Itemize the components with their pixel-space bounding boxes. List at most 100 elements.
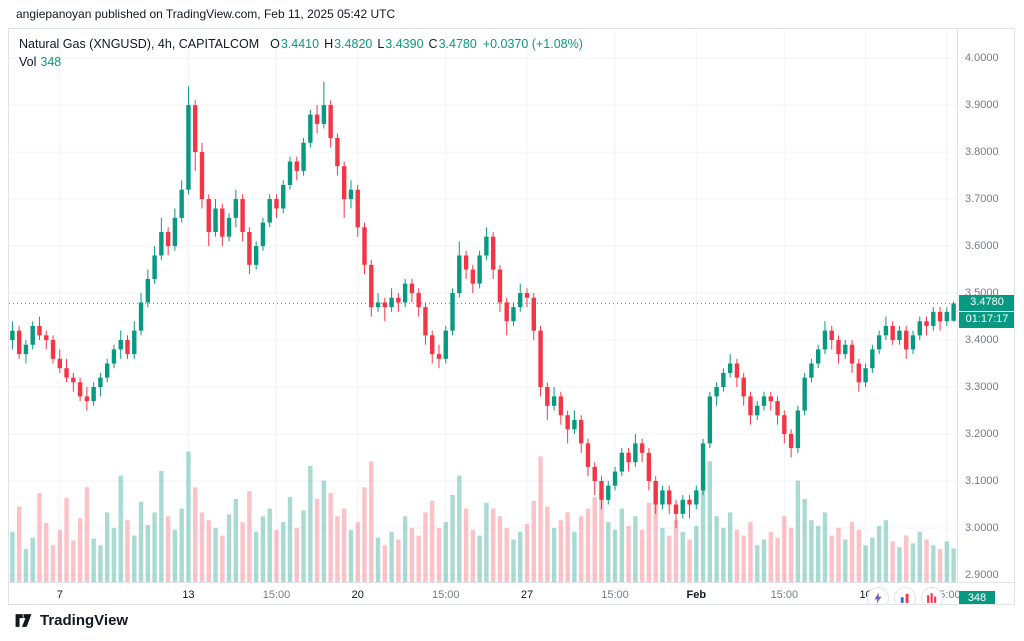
candle (484, 227, 489, 261)
volume-bar (876, 525, 882, 582)
candle (836, 335, 841, 364)
candle (91, 382, 96, 406)
candle (815, 344, 821, 369)
candle (551, 387, 557, 411)
volume-bar (71, 540, 76, 582)
symbol-title[interactable]: Natural Gas (XNGUSD), 4h, CAPITALCOM (19, 37, 260, 51)
candle (111, 344, 117, 369)
volume-bar (199, 512, 205, 582)
volume-bar (890, 541, 895, 582)
volume-bar (172, 529, 178, 582)
candle (98, 372, 103, 397)
price-axis-label: 3.4000 (965, 334, 999, 347)
candle (64, 358, 69, 383)
volume-bar (301, 510, 306, 582)
volume-bar (44, 523, 49, 582)
candle (612, 466, 618, 491)
volume-bar (904, 535, 909, 582)
volume-bar (416, 535, 421, 582)
volume-bar (592, 496, 597, 582)
volume-bar (484, 502, 489, 582)
candle (531, 293, 536, 341)
candle (375, 293, 381, 312)
price-axis-label: 3.0000 (965, 521, 999, 534)
candle (341, 161, 347, 218)
footer-brand[interactable]: TradingView (14, 611, 128, 630)
candle (44, 330, 49, 350)
boost-lightning-icon[interactable] (867, 587, 889, 604)
volume-bar (931, 545, 936, 582)
volume-bar (815, 525, 821, 582)
candle (10, 321, 15, 350)
volume-bar (314, 498, 320, 582)
candle (707, 391, 713, 449)
volume-bar (727, 512, 733, 582)
volume-bar (274, 529, 279, 582)
last-price-value: 3.4780 (959, 295, 1014, 312)
chart-bars-blue-red-icon[interactable] (894, 587, 916, 604)
volume-bar (247, 491, 252, 582)
volume-bar (50, 545, 56, 582)
candle (57, 349, 62, 373)
volume-bar (937, 549, 943, 582)
price-chart-svg[interactable] (9, 29, 957, 582)
candle (132, 321, 137, 359)
time-axis-label: 15:00 (431, 589, 460, 601)
candle (518, 283, 523, 312)
candle (470, 264, 476, 294)
chart-bars-red-icon[interactable] (921, 587, 943, 604)
candle (795, 405, 801, 453)
volume-bar (653, 489, 658, 582)
volume-bar (822, 512, 828, 582)
candle (281, 180, 286, 214)
candle (172, 208, 178, 251)
volume-bar (213, 527, 218, 582)
candle (572, 410, 577, 435)
volume-bar (402, 516, 408, 582)
volume-bar (897, 547, 902, 582)
volume-bar (951, 548, 956, 582)
candle (396, 293, 401, 312)
candle (809, 358, 814, 383)
candle (619, 448, 625, 477)
chart-legend: Natural Gas (XNGUSD), 4h, CAPITALCOM O3.4… (19, 37, 583, 51)
volume-bar (240, 522, 245, 582)
candle (355, 184, 360, 237)
candle (463, 250, 469, 279)
volume-bar (389, 531, 394, 582)
candle (152, 246, 157, 284)
last-price-badge: 3.4780 01:17:17 (959, 295, 1014, 329)
volume-bar (463, 508, 469, 582)
price-axis-label: 3.2000 (965, 428, 999, 440)
volume-bar (782, 516, 787, 582)
candle (524, 288, 530, 308)
candle (287, 156, 293, 190)
candle (436, 344, 442, 369)
volume-bar (335, 516, 340, 582)
candle (504, 297, 509, 336)
low-label: L (377, 37, 385, 51)
candle (389, 288, 394, 312)
volume-bar (504, 527, 509, 582)
time-axis-label: 15:00 (601, 589, 629, 601)
candle (558, 391, 564, 425)
ohlc-readout: O3.4410 H3.4820 L3.4390 C3.4780 +0.0370 (+1.… (265, 37, 583, 51)
time-axis-label: 13 (182, 589, 195, 601)
candle (125, 335, 130, 359)
volume-bar (159, 470, 164, 582)
candle (186, 86, 191, 195)
candle (578, 415, 584, 453)
candle (761, 391, 767, 411)
candle (30, 321, 35, 350)
volume-bar (470, 529, 476, 582)
candle (917, 316, 922, 341)
volume-bar (741, 535, 746, 582)
candle (260, 217, 266, 251)
candle (233, 189, 239, 228)
volume-bar (409, 527, 415, 582)
candle (788, 429, 794, 458)
volume-bar (518, 531, 523, 582)
volume-bar (77, 518, 83, 582)
volume-bar (843, 539, 848, 582)
volume-bar (538, 456, 543, 582)
